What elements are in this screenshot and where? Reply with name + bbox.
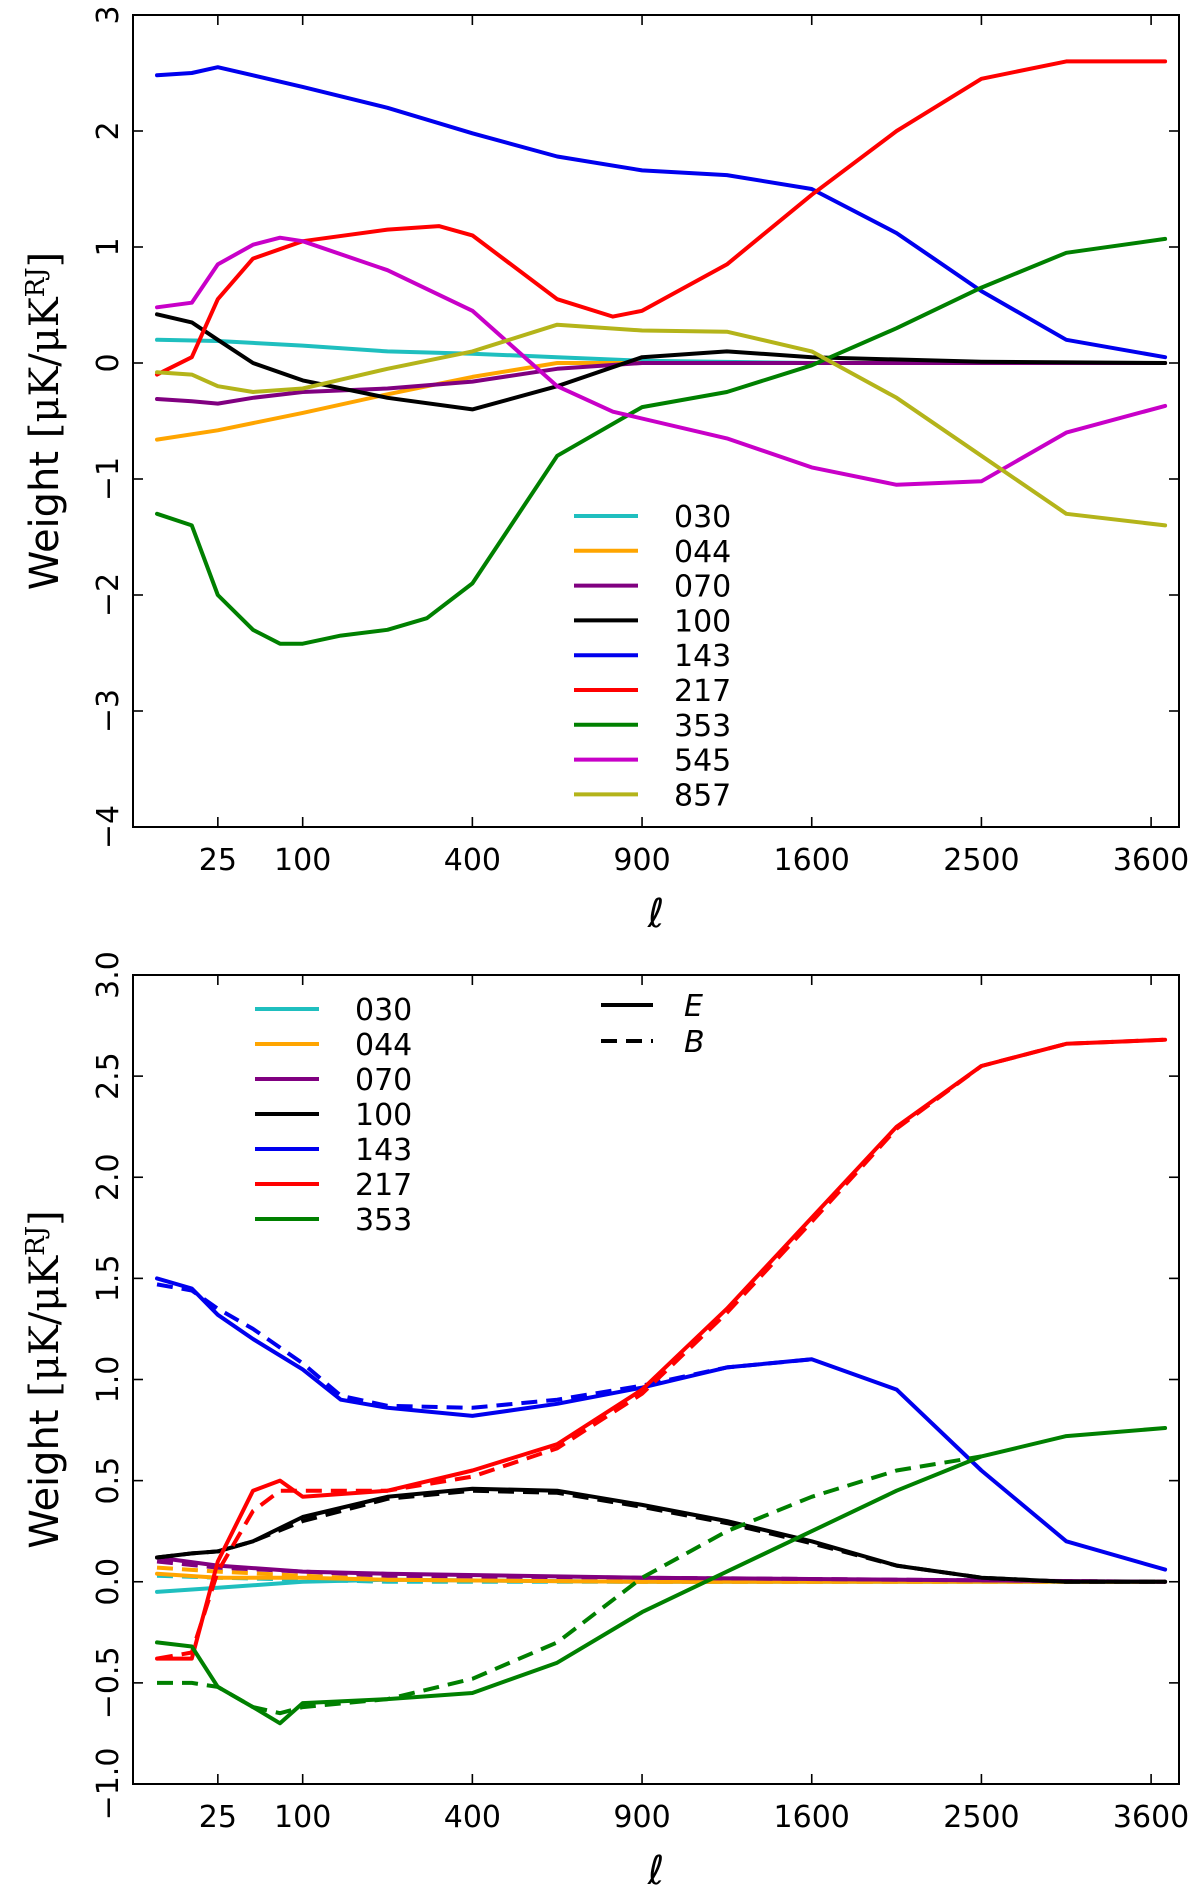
x-tick-label-100: 100 (274, 1800, 331, 1835)
x-tick-label-900: 900 (613, 843, 670, 878)
y-tick-label-2: −2 (91, 573, 126, 617)
y-tick-label-1: −3 (91, 689, 126, 733)
plot-frame (132, 14, 1180, 828)
chart-panel-2: 25 100 400 900 1600 2500 3600 −1.0 −0.5 0.0 0.5 1.0… (21, 951, 1189, 1894)
series-line-044-E (155, 1571, 1168, 1584)
x-tick-label-900: 900 (613, 1800, 670, 1835)
style-legend-label-B: B (684, 1025, 705, 1060)
x-tick-label-1600: 1600 (774, 1800, 850, 1835)
legend-label-100: 100 (355, 1098, 412, 1133)
style-legend-label-E: E (684, 989, 703, 1024)
chart-panel-1: 25 100 400 900 1600 2500 3600 −4 −3 −2 −1 0 1 2 3 ℓ Weig… (21, 5, 1189, 937)
x-tick-label-1600: 1600 (774, 843, 850, 878)
x-tick-label-25: 25 (199, 843, 237, 878)
legend-label-143: 143 (355, 1133, 412, 1168)
x-tick-label-3600: 3600 (1113, 1800, 1189, 1835)
legend-label-044: 044 (674, 535, 731, 570)
legend-label-353: 353 (674, 709, 731, 744)
y-axis-label-unit-close: ] (22, 252, 68, 268)
y-axis-label-unit-close: ] (22, 1210, 68, 1226)
series-line-100 (155, 312, 1168, 412)
series-line-217-B (156, 1037, 1166, 1661)
x-tick-label-2500: 2500 (943, 1800, 1019, 1835)
series-line-353-E (155, 1426, 1168, 1726)
y-tick-label-3: 0.5 (91, 1457, 126, 1505)
series-line-857 (155, 322, 1168, 528)
y-tick-label-3: −1 (91, 457, 126, 501)
legend-label-143: 143 (674, 639, 731, 674)
legend-label-030: 030 (674, 500, 731, 535)
y-tick-label-2: 0.0 (91, 1558, 126, 1606)
legend-label-100: 100 (674, 604, 731, 639)
legend-label-070: 070 (355, 1063, 412, 1098)
series-line-353 (155, 236, 1168, 646)
legend-label-030: 030 (355, 993, 412, 1028)
series-line-070-E (155, 1555, 1168, 1584)
y-tick-label-0: −1.0 (91, 1748, 126, 1821)
legend-label-857: 857 (674, 778, 731, 813)
series-line-353-B (157, 1454, 982, 1716)
series-line-217-E (155, 1037, 1168, 1661)
series-line-044 (155, 361, 1168, 442)
y-axis-label-unit-sup: RJ (21, 267, 51, 297)
series-line-100-E (155, 1486, 1168, 1584)
y-tick-label-4: 0 (91, 353, 126, 372)
y-axis-label: Weight [μK/μKRJ] (21, 1210, 68, 1549)
y-axis-label-name: Weight (22, 1397, 68, 1549)
series-line-143-B (156, 1282, 812, 1410)
y-axis-label-unit: [μK/μK (22, 1255, 68, 1397)
x-axis-label: ℓ (647, 891, 665, 937)
y-tick-label-5: 1 (91, 237, 126, 256)
y-tick-label-0: −4 (91, 805, 126, 849)
y-tick-label-5: 1.5 (91, 1255, 126, 1303)
series-line-070 (155, 361, 1168, 406)
y-tick-label-6: 2.0 (91, 1153, 126, 1201)
legend-label-044: 044 (355, 1028, 412, 1063)
x-tick-label-25: 25 (199, 1800, 237, 1835)
legend-label-545: 545 (674, 744, 731, 779)
y-tick-label-4: 1.0 (91, 1356, 126, 1404)
y-axis-label-unit-sup: RJ (21, 1226, 51, 1256)
x-tick-label-400: 400 (444, 1800, 501, 1835)
y-tick-label-7: 3 (91, 5, 126, 24)
legend-label-353: 353 (355, 1203, 412, 1238)
y-axis-label: Weight [μK/μKRJ] (21, 252, 68, 591)
series-line-545 (155, 235, 1168, 487)
series-group (155, 59, 1168, 646)
y-axis-label-name: Weight (22, 438, 68, 590)
y-tick-label-8: 3.0 (91, 951, 126, 999)
x-tick-label-3600: 3600 (1113, 843, 1189, 878)
legend-label-217: 217 (674, 674, 731, 709)
series-line-100-B (156, 1488, 1166, 1584)
legend-label-217: 217 (355, 1168, 412, 1203)
style-legend: EB (601, 989, 705, 1060)
y-tick-label-1: −0.5 (91, 1646, 126, 1719)
series-group (155, 1037, 1168, 1726)
x-tick-label-400: 400 (444, 843, 501, 878)
x-tick-label-100: 100 (274, 843, 331, 878)
series-line-143-E (155, 1276, 1168, 1572)
series-line-217 (155, 59, 1168, 377)
y-axis-label-unit: [μK/μK (22, 296, 68, 438)
x-tick-label-2500: 2500 (943, 843, 1019, 878)
series-line-030 (155, 337, 1168, 365)
y-tick-label-7: 2.5 (91, 1052, 126, 1100)
series-line-143 (155, 65, 1168, 360)
legend-label-070: 070 (674, 570, 731, 605)
x-axis-label: ℓ (647, 1848, 665, 1894)
y-tick-label-6: 2 (91, 121, 126, 140)
